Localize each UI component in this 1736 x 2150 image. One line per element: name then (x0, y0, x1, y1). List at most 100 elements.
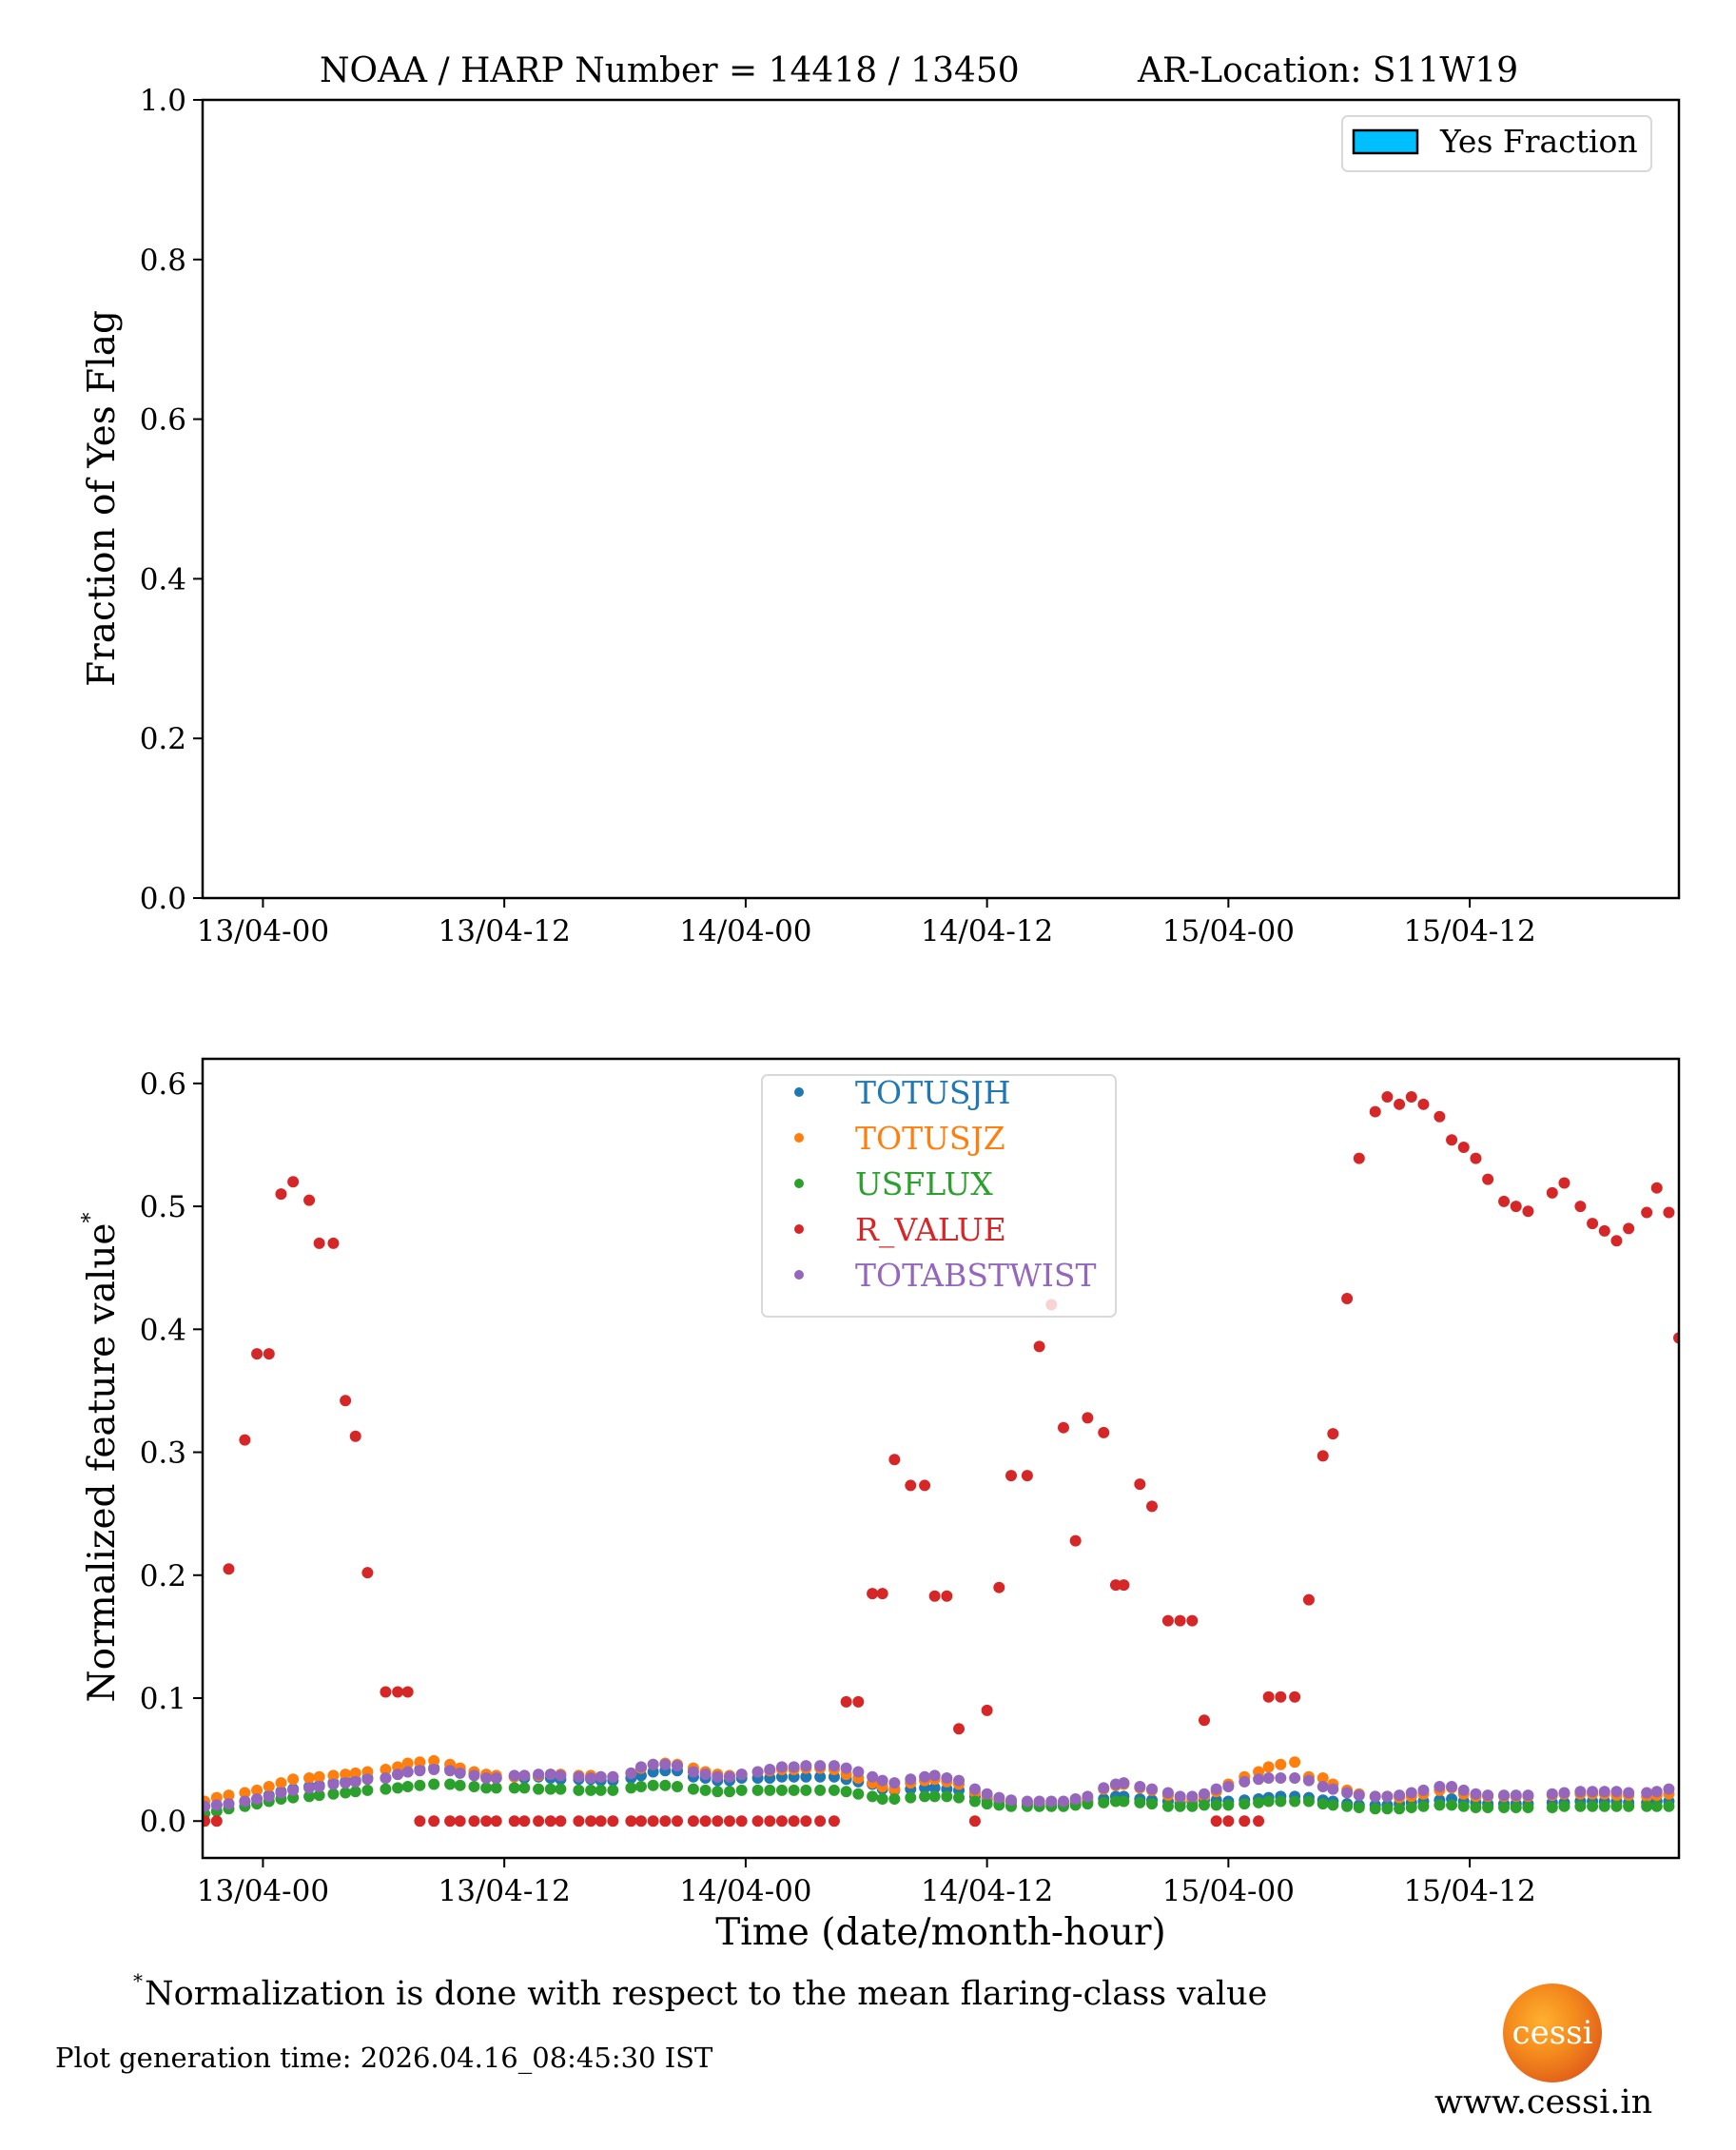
data-point-totabstwist (414, 1765, 426, 1777)
data-point-usflux (428, 1778, 440, 1790)
top-x-tick-label: 13/04-12 (439, 914, 571, 948)
data-point-totabstwist (840, 1762, 852, 1774)
data-point-r-value (993, 1581, 1005, 1593)
data-point-usflux (1210, 1799, 1222, 1811)
data-point-usflux (1558, 1800, 1570, 1812)
data-point-usflux (1457, 1800, 1470, 1812)
data-point-usflux (1253, 1796, 1265, 1808)
footnote-text: Normalization is done with respect to th… (145, 1975, 1268, 2013)
data-point-totabstwist (1510, 1789, 1522, 1802)
data-point-totabstwist (210, 1799, 223, 1811)
data-point-usflux (723, 1786, 735, 1798)
data-point-usflux (1118, 1795, 1130, 1808)
data-point-totabstwist (1587, 1786, 1599, 1798)
data-point-totabstwist (828, 1760, 840, 1772)
bottom-y-axis-label-text: Normalized feature value (81, 1222, 124, 1702)
data-point-totabstwist (1005, 1794, 1018, 1807)
data-point-usflux (595, 1784, 607, 1796)
data-point-usflux (941, 1790, 953, 1803)
data-point-totabstwist (380, 1772, 392, 1784)
website-link[interactable]: www.cessi.in (1434, 2083, 1653, 2121)
data-point-totusjz (275, 1777, 287, 1789)
data-point-r-value (764, 1815, 776, 1828)
data-point-usflux (852, 1788, 865, 1800)
data-point-r-value (340, 1395, 352, 1407)
data-point-totabstwist (287, 1784, 300, 1796)
data-point-totabstwist (1033, 1795, 1045, 1808)
data-point-r-value (1457, 1142, 1470, 1154)
data-point-r-value (1641, 1206, 1653, 1219)
top-legend-frame (1341, 115, 1652, 172)
data-point-r-value (1341, 1293, 1354, 1304)
data-point-r-value (634, 1815, 647, 1828)
data-point-usflux (1302, 1795, 1315, 1808)
data-point-totabstwist (712, 1770, 724, 1783)
data-point-r-value (1446, 1134, 1458, 1146)
data-point-totabstwist (555, 1769, 567, 1782)
data-point-usflux (775, 1784, 788, 1796)
data-point-usflux (392, 1782, 404, 1794)
legend-marker (794, 1270, 804, 1280)
data-point-totabstwist (1134, 1781, 1146, 1793)
data-point-usflux (401, 1781, 414, 1793)
top-y-tick-label: 0.6 (140, 403, 186, 438)
data-point-usflux (764, 1784, 776, 1796)
data-point-usflux (928, 1790, 941, 1803)
data-point-totabstwist (251, 1792, 263, 1805)
data-point-totabstwist (1394, 1789, 1406, 1802)
data-point-r-value (1470, 1152, 1482, 1164)
top-y-tick-label: 0.8 (140, 244, 186, 278)
data-point-totusjz (223, 1789, 235, 1802)
data-point-r-value (919, 1479, 931, 1492)
data-point-usflux (814, 1784, 827, 1796)
bottom-x-tick-label: 15/04-12 (1403, 1874, 1535, 1908)
data-point-usflux (1341, 1800, 1354, 1812)
data-point-usflux (1146, 1798, 1159, 1810)
data-point-usflux (1275, 1795, 1287, 1808)
data-point-usflux (1109, 1795, 1122, 1808)
data-point-r-value (428, 1815, 440, 1828)
legend-label: TOTUSJH (855, 1074, 1011, 1111)
data-point-totabstwist (1253, 1773, 1265, 1786)
legend-item-totusjz: TOTUSJZ (794, 1120, 1005, 1157)
bottom-y-axis-label: Normalized feature value* (79, 1212, 124, 1702)
data-point-usflux (1394, 1803, 1406, 1815)
data-point-totabstwist (349, 1775, 361, 1788)
data-point-totabstwist (1558, 1787, 1570, 1799)
data-point-totabstwist (1522, 1789, 1534, 1802)
cessi-logo: cessi (1503, 1984, 1602, 2082)
data-point-totabstwist (223, 1798, 235, 1810)
data-point-totabstwist (1239, 1775, 1251, 1788)
bottom-y-tick-label: 0.5 (140, 1190, 186, 1224)
data-point-r-value (1198, 1714, 1210, 1727)
bottom-x-ticks: 13/04-00 13/04-12 14/04-00 14/04-12 15/04-00… (197, 1858, 1536, 1908)
data-point-r-value (1161, 1614, 1174, 1627)
top-y-tick-label: 1.0 (140, 84, 186, 118)
data-point-totabstwist (585, 1772, 597, 1784)
data-point-r-value (1239, 1815, 1251, 1828)
data-point-usflux (1381, 1803, 1394, 1815)
data-point-r-value (941, 1590, 953, 1602)
data-point-usflux (1434, 1799, 1446, 1811)
data-point-totabstwist (454, 1767, 466, 1779)
data-point-totabstwist (1470, 1788, 1482, 1800)
data-point-r-value (480, 1815, 493, 1828)
data-point-usflux (672, 1781, 684, 1793)
data-point-totabstwist (1623, 1787, 1635, 1799)
data-point-r-value (380, 1686, 392, 1698)
data-point-totusjh (814, 1770, 827, 1783)
data-point-r-value (1289, 1691, 1301, 1703)
data-point-totabstwist (1186, 1790, 1199, 1803)
data-point-totabstwist (444, 1765, 457, 1777)
data-point-r-value (751, 1815, 764, 1828)
data-point-r-value (203, 1815, 211, 1828)
data-point-usflux (1134, 1796, 1146, 1808)
data-point-totabstwist (1057, 1795, 1069, 1808)
data-point-usflux (1650, 1800, 1663, 1812)
yes-fraction-legend-swatch (1352, 128, 1419, 155)
chart-title-location: AR-Location: S11W19 (1137, 51, 1518, 90)
data-point-r-value (444, 1815, 457, 1828)
data-point-totusjz (313, 1770, 325, 1783)
data-point-r-value (1522, 1205, 1534, 1218)
legend-label: R_VALUE (855, 1211, 1006, 1249)
